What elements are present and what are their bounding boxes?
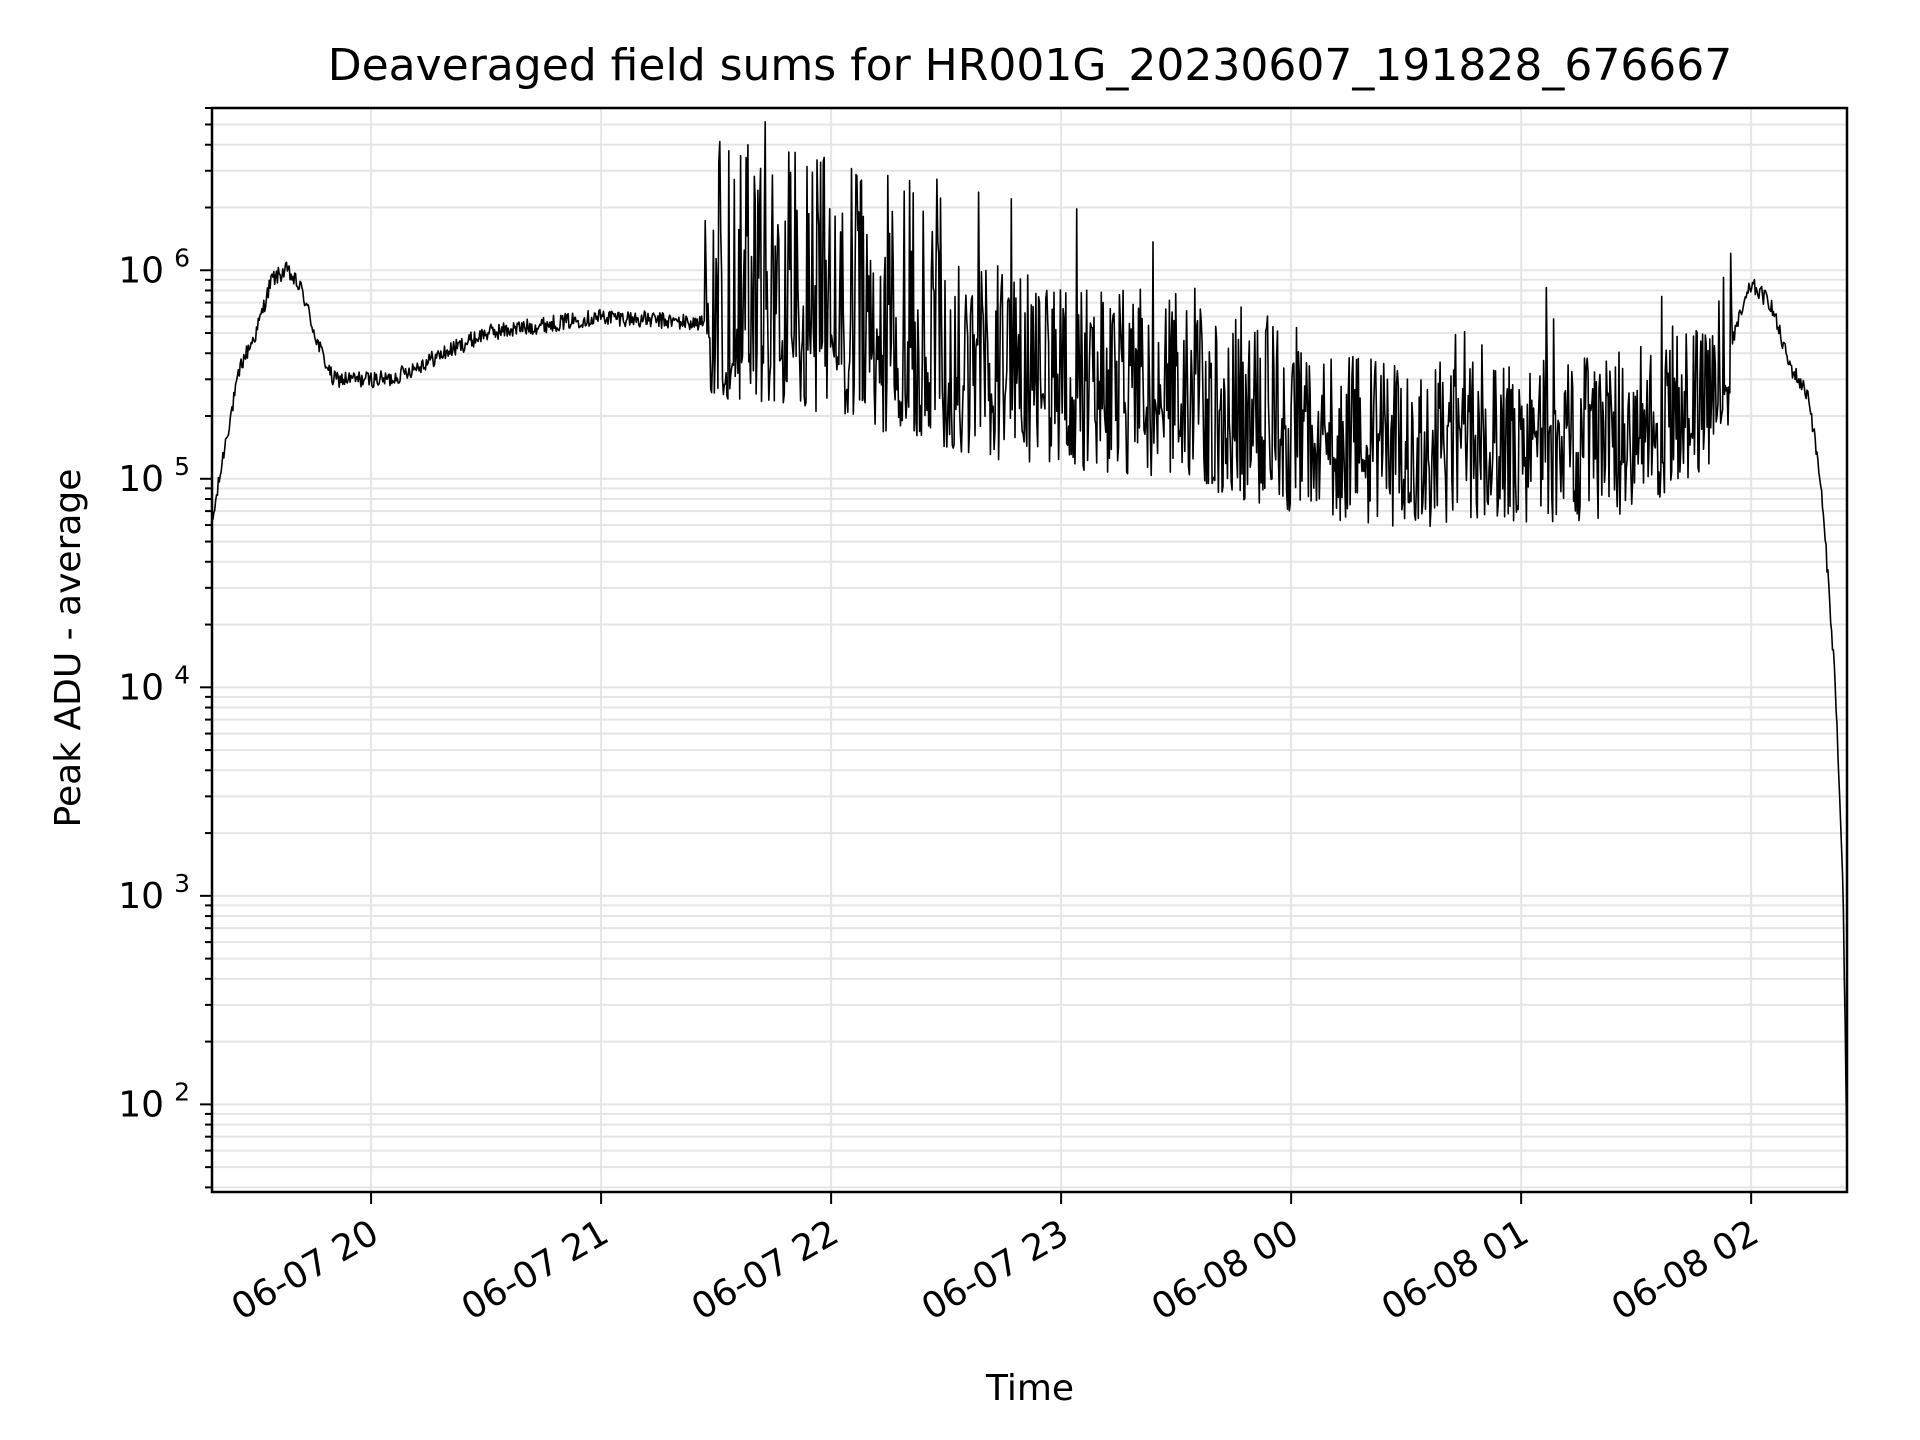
- y-tick-exponent: 5: [174, 452, 190, 481]
- y-tick-exponent: 6: [174, 243, 190, 272]
- chart-title: Deaveraged field sums for HR001G_2023060…: [328, 40, 1733, 91]
- y-tick-exponent: 3: [174, 869, 190, 898]
- x-tick-label: 06-08 01: [1375, 1212, 1536, 1328]
- x-tick-label: 06-07 22: [685, 1212, 846, 1328]
- y-tick-label: 10: [118, 1084, 164, 1125]
- y-tick-label: 10: [118, 876, 164, 917]
- y-tick-label: 10: [118, 459, 164, 500]
- plot-frame: [210, 106, 1849, 1194]
- x-tick-label: 06-07 20: [225, 1212, 386, 1328]
- x-tick-label: 06-08 00: [1145, 1212, 1306, 1328]
- y-axis-label: Peak ADU - average: [48, 469, 89, 828]
- y-tick-exponent: 4: [174, 660, 190, 689]
- series-line-trace: [211, 121, 1848, 1156]
- x-tick-label: 06-07 23: [915, 1212, 1076, 1328]
- x-axis-label: Time: [985, 1368, 1074, 1409]
- grid-lines: [212, 107, 1847, 1192]
- x-tick-label: 06-08 02: [1605, 1212, 1766, 1328]
- x-tick-label: 06-07 21: [455, 1212, 616, 1328]
- y-tick-label: 10: [118, 250, 164, 291]
- data-layer: [211, 121, 1848, 1156]
- y-tick-exponent: 2: [174, 1077, 190, 1106]
- y-tick-label: 10: [118, 667, 164, 708]
